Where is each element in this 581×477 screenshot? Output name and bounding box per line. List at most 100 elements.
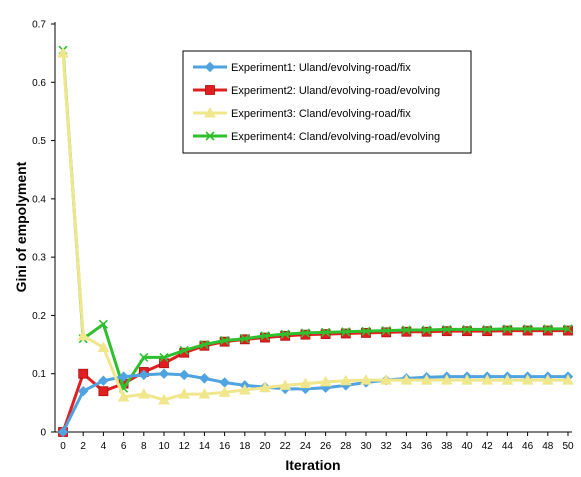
series-4-point bbox=[240, 334, 250, 344]
series-1-point bbox=[57, 426, 69, 438]
series-1-point bbox=[118, 371, 129, 382]
series-3-point bbox=[158, 393, 170, 405]
series-2-point bbox=[441, 326, 452, 337]
legend-item-4-point bbox=[205, 131, 215, 141]
legend-item-1: Experiment1: Uland/evolving-road/fix bbox=[193, 61, 411, 74]
series-3-point bbox=[461, 374, 473, 385]
series-3-point bbox=[501, 374, 514, 385]
series-4-point bbox=[401, 325, 411, 335]
series-4-line bbox=[61, 50, 568, 390]
series-4-point bbox=[98, 319, 108, 329]
series-3-point bbox=[360, 374, 372, 385]
legend-item-2: Experiment2: Uland/evolving-road/evolvin… bbox=[193, 85, 440, 97]
x-tick-label: 40 bbox=[461, 441, 473, 452]
y-tick-label: 0.2 bbox=[32, 311, 46, 322]
x-tick-label: 36 bbox=[421, 441, 433, 452]
series-2-point bbox=[421, 326, 432, 337]
x-tick-label: 22 bbox=[280, 441, 292, 452]
series-4-point bbox=[179, 345, 189, 355]
series-4-point bbox=[442, 324, 452, 334]
series-3-point bbox=[440, 374, 453, 385]
series-3-point bbox=[238, 384, 251, 395]
x-tick-label: 8 bbox=[141, 441, 147, 452]
series-1-point bbox=[158, 368, 170, 379]
series-2-point bbox=[482, 326, 493, 337]
x-tick-label: 42 bbox=[482, 441, 494, 452]
x-tick-label: 6 bbox=[121, 441, 127, 452]
x-tick-label: 4 bbox=[101, 441, 107, 452]
x-tick-label: 24 bbox=[300, 441, 312, 452]
plot-area bbox=[54, 22, 572, 433]
x-tick-label: 20 bbox=[259, 441, 271, 452]
y-tick-label: 0.6 bbox=[32, 78, 46, 89]
series-3-point bbox=[562, 374, 574, 385]
x-tick-label: 48 bbox=[542, 441, 554, 452]
legend-item-1-label: Experiment1: Uland/evolving-road/fix bbox=[231, 62, 411, 74]
x-tick-label: 18 bbox=[239, 441, 251, 452]
x-tick-label: 26 bbox=[320, 441, 332, 452]
series-3-point bbox=[541, 374, 554, 385]
series-1-point bbox=[138, 369, 150, 381]
legend-items: Experiment1: Uland/evolving-road/fix Expe… bbox=[193, 61, 440, 143]
legend-item-2-point bbox=[205, 85, 215, 95]
series-3-point bbox=[279, 379, 292, 390]
series-3-point bbox=[420, 374, 433, 385]
x-axis-title: Iteration bbox=[285, 457, 340, 473]
x-tick-label: 14 bbox=[199, 441, 211, 452]
series-4-point bbox=[543, 324, 553, 334]
x-tick-label: 50 bbox=[562, 441, 574, 452]
x-tick-label: 16 bbox=[219, 441, 231, 452]
x-tick-label: 32 bbox=[381, 441, 393, 452]
x-ticks: 0 2 4 6 8 10 12 14 16 18 20 22 24 26 28 30 32 34 36 38 40 42 4… bbox=[60, 432, 574, 452]
legend-item-3-label: Experiment3: Cland/evolving-road/fix bbox=[231, 108, 411, 120]
legend-item-3: Experiment3: Cland/evolving-road/fix bbox=[193, 106, 411, 120]
series-4-point bbox=[199, 340, 209, 350]
legend-item-3-point bbox=[204, 106, 216, 118]
series-1-point bbox=[219, 377, 230, 388]
series-4-point bbox=[220, 335, 230, 346]
series-2-point bbox=[361, 328, 371, 338]
series-2-point bbox=[563, 325, 573, 336]
series-3-point bbox=[380, 374, 393, 385]
series-3-point bbox=[198, 388, 211, 399]
series-3-point bbox=[481, 374, 494, 385]
series-4-point bbox=[260, 331, 270, 341]
x-tick-label: 44 bbox=[502, 441, 514, 452]
x-tick-label: 38 bbox=[441, 441, 453, 452]
legend-item-4: Experiment4: Cland/evolving-road/evolvin… bbox=[193, 131, 440, 143]
legend-item-2-label: Experiment2: Uland/evolving-road/evolvin… bbox=[231, 85, 440, 97]
series-2-point bbox=[78, 368, 89, 379]
series-4-point bbox=[523, 324, 533, 334]
legend-item-4-label: Experiment4: Cland/evolving-road/evolvin… bbox=[231, 131, 440, 143]
series-1-point bbox=[98, 375, 109, 386]
series-4-point bbox=[563, 324, 573, 334]
series-3-point bbox=[259, 381, 271, 393]
x-tick-label: 0 bbox=[60, 441, 66, 452]
legend-box bbox=[182, 50, 472, 154]
series-2-point bbox=[340, 328, 351, 339]
series-4-point bbox=[159, 352, 169, 362]
series-3-point bbox=[400, 374, 413, 385]
series-4-point bbox=[300, 328, 310, 338]
y-tick-label: 0.3 bbox=[32, 253, 46, 264]
y-tick-label: 0 bbox=[40, 428, 46, 439]
series-4-point bbox=[361, 326, 371, 336]
y-tick-label: 0.1 bbox=[32, 369, 46, 380]
series-4-point bbox=[502, 324, 512, 334]
x-tick-label: 12 bbox=[179, 441, 191, 452]
series-2-point bbox=[502, 325, 513, 336]
y-axis-title: Gini of empolyment bbox=[13, 161, 29, 292]
series-3 bbox=[57, 47, 574, 405]
x-tick-label: 2 bbox=[80, 441, 86, 452]
series-4-point bbox=[422, 325, 432, 335]
series-3-point bbox=[319, 375, 332, 387]
series-3-point bbox=[137, 388, 150, 399]
x-tick-label: 30 bbox=[360, 441, 372, 452]
legend: Experiment1: Uland/evolving-road/fix Expe… bbox=[182, 50, 472, 154]
series-3-point bbox=[77, 329, 90, 341]
y-tick-label: 0.4 bbox=[32, 194, 46, 205]
y-tick-label: 0.7 bbox=[32, 20, 46, 31]
series-4-point bbox=[280, 329, 290, 339]
x-tick-label: 10 bbox=[158, 441, 170, 452]
